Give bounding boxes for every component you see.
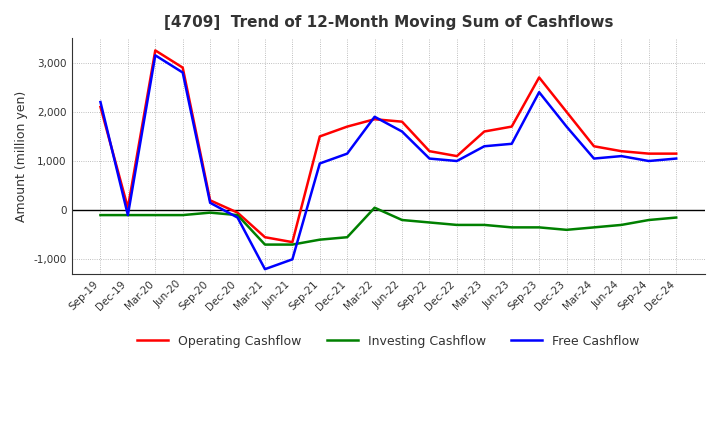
Investing Cashflow (535, 225, 544, 230)
Free Cashflow (397, 129, 406, 134)
Investing Cashflow (508, 225, 516, 230)
Title: [4709]  Trend of 12-Month Moving Sum of Cashflows: [4709] Trend of 12-Month Moving Sum of C… (163, 15, 613, 30)
Investing Cashflow (206, 210, 215, 215)
Investing Cashflow (233, 213, 242, 218)
Operating Cashflow (480, 129, 489, 134)
Free Cashflow (535, 90, 544, 95)
Investing Cashflow (397, 217, 406, 223)
Investing Cashflow (480, 222, 489, 227)
Operating Cashflow (425, 149, 433, 154)
Operating Cashflow (315, 134, 324, 139)
Free Cashflow (151, 53, 160, 58)
Investing Cashflow (453, 222, 462, 227)
Operating Cashflow (453, 154, 462, 159)
Free Cashflow (96, 99, 105, 105)
Operating Cashflow (233, 210, 242, 215)
Investing Cashflow (370, 205, 379, 210)
Free Cashflow (590, 156, 598, 161)
Operating Cashflow (590, 143, 598, 149)
Line: Operating Cashflow: Operating Cashflow (101, 51, 676, 242)
Operating Cashflow (96, 104, 105, 110)
Investing Cashflow (179, 213, 187, 218)
Legend: Operating Cashflow, Investing Cashflow, Free Cashflow: Operating Cashflow, Investing Cashflow, … (132, 330, 644, 353)
Investing Cashflow (96, 213, 105, 218)
Investing Cashflow (425, 220, 433, 225)
Free Cashflow (370, 114, 379, 119)
Free Cashflow (425, 156, 433, 161)
Investing Cashflow (590, 225, 598, 230)
Free Cashflow (179, 70, 187, 75)
Operating Cashflow (151, 48, 160, 53)
Free Cashflow (288, 257, 297, 262)
Investing Cashflow (343, 235, 351, 240)
Free Cashflow (480, 143, 489, 149)
Free Cashflow (261, 267, 269, 272)
Investing Cashflow (124, 213, 132, 218)
Operating Cashflow (343, 124, 351, 129)
Free Cashflow (315, 161, 324, 166)
Investing Cashflow (288, 242, 297, 247)
Investing Cashflow (261, 242, 269, 247)
Operating Cashflow (261, 235, 269, 240)
Operating Cashflow (370, 117, 379, 122)
Investing Cashflow (151, 213, 160, 218)
Free Cashflow (453, 158, 462, 164)
Operating Cashflow (535, 75, 544, 80)
Investing Cashflow (617, 222, 626, 227)
Investing Cashflow (562, 227, 571, 232)
Investing Cashflow (315, 237, 324, 242)
Operating Cashflow (617, 149, 626, 154)
Operating Cashflow (288, 239, 297, 245)
Free Cashflow (644, 158, 653, 164)
Y-axis label: Amount (million yen): Amount (million yen) (15, 91, 28, 222)
Operating Cashflow (562, 109, 571, 114)
Line: Investing Cashflow: Investing Cashflow (101, 208, 676, 245)
Free Cashflow (562, 124, 571, 129)
Operating Cashflow (672, 151, 680, 156)
Free Cashflow (206, 200, 215, 205)
Investing Cashflow (672, 215, 680, 220)
Line: Free Cashflow: Free Cashflow (101, 55, 676, 269)
Operating Cashflow (206, 198, 215, 203)
Investing Cashflow (644, 217, 653, 223)
Operating Cashflow (508, 124, 516, 129)
Free Cashflow (343, 151, 351, 156)
Free Cashflow (233, 215, 242, 220)
Operating Cashflow (124, 205, 132, 210)
Free Cashflow (617, 154, 626, 159)
Operating Cashflow (397, 119, 406, 125)
Operating Cashflow (644, 151, 653, 156)
Free Cashflow (124, 213, 132, 218)
Operating Cashflow (179, 65, 187, 70)
Free Cashflow (672, 156, 680, 161)
Free Cashflow (508, 141, 516, 147)
